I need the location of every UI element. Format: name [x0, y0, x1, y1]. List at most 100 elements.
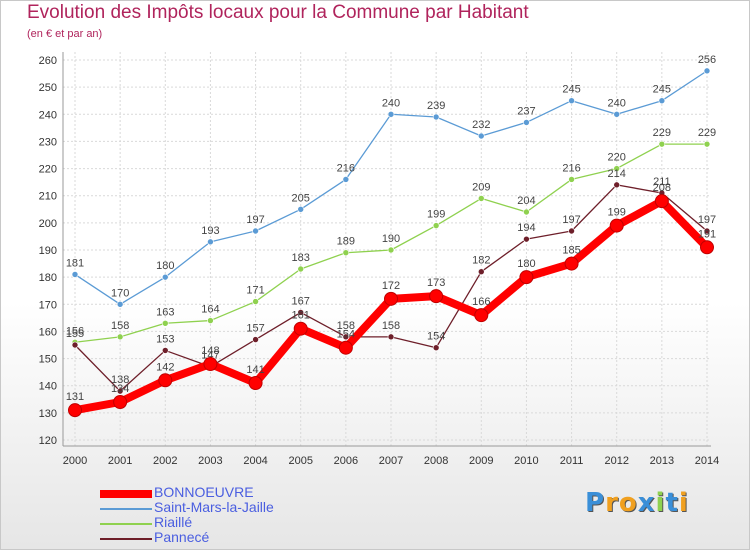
data-label-saint-mars-la-jaille: 197 — [246, 214, 264, 226]
data-label-pannec-: 197 — [562, 214, 580, 226]
data-point-pannec- — [432, 344, 440, 352]
data-point-saint-mars-la-jaille — [252, 227, 259, 235]
y-tick-label: 160 — [39, 326, 57, 338]
data-point-pannec- — [297, 309, 305, 316]
data-label-saint-mars-la-jaille: 245 — [562, 84, 580, 96]
data-label-bonnoeuvre: 161 — [292, 310, 310, 322]
data-point-bonnoeuvre — [113, 395, 128, 409]
x-tick-label: 2010 — [514, 455, 538, 467]
data-label-pannec-: 167 — [292, 295, 310, 307]
chart-title: Evolution des Impôts locaux pour la Comm… — [27, 2, 529, 23]
logo-letter: t — [665, 488, 679, 518]
data-label-saint-mars-la-jaille: 180 — [156, 260, 174, 272]
y-tick-label: 230 — [39, 136, 57, 148]
data-point-riaill- — [523, 208, 530, 216]
chart-subtitle: (en € et par an) — [27, 28, 103, 40]
data-point-bonnoeuvre — [248, 376, 263, 390]
y-tick-label: 170 — [39, 299, 57, 311]
data-label-bonnoeuvre: 208 — [653, 182, 671, 194]
data-point-riaill- — [613, 165, 621, 172]
x-tick-label: 2000 — [63, 455, 87, 467]
legend: BONNOEUVRE Saint-Mars-la-Jaille Riaillé Pan… — [100, 484, 400, 545]
data-label-pannec-: 194 — [517, 222, 535, 234]
y-tick-label: 120 — [39, 435, 57, 447]
data-point-saint-mars-la-jaille — [297, 205, 305, 213]
data-label-riaill-: 190 — [382, 233, 400, 245]
legend-swatch — [100, 538, 152, 540]
data-point-saint-mars-la-jaille — [432, 113, 440, 121]
data-label-riaill-: 229 — [698, 127, 716, 139]
data-label-bonnoeuvre: 148 — [201, 345, 219, 357]
data-point-saint-mars-la-jaille — [568, 97, 575, 105]
data-label-pannec-: 138 — [111, 374, 129, 386]
data-label-saint-mars-la-jaille: 205 — [292, 192, 310, 204]
data-label-saint-mars-la-jaille: 216 — [337, 162, 355, 174]
legend-swatch — [100, 508, 152, 510]
data-point-saint-mars-la-jaille — [477, 132, 485, 140]
data-label-bonnoeuvre: 131 — [66, 391, 84, 403]
data-label-riaill-: 156 — [66, 325, 84, 337]
data-point-riaill- — [116, 333, 124, 341]
data-label-bonnoeuvre: 173 — [427, 277, 445, 289]
x-tick-label: 2008 — [424, 455, 448, 467]
data-point-pannec- — [71, 341, 79, 349]
data-point-pannec- — [568, 227, 575, 235]
data-label-riaill-: 220 — [608, 152, 626, 164]
y-tick-label: 250 — [39, 82, 57, 94]
data-point-saint-mars-la-jaille — [116, 300, 124, 308]
data-point-bonnoeuvre — [68, 403, 82, 418]
legend-label: BONNOEUVRE — [154, 484, 254, 500]
legend-label: Riaillé — [154, 514, 193, 530]
logo-letter: o — [618, 488, 638, 518]
data-label-pannec-: 214 — [608, 168, 626, 180]
data-label-bonnoeuvre: 134 — [111, 383, 129, 395]
data-point-pannec- — [342, 333, 350, 341]
data-label-bonnoeuvre: 199 — [608, 207, 626, 219]
data-point-pannec- — [703, 227, 711, 235]
data-point-saint-mars-la-jaille — [207, 238, 214, 246]
data-point-bonnoeuvre — [429, 289, 444, 304]
data-point-riaill- — [658, 140, 666, 148]
data-point-pannec- — [116, 387, 124, 395]
data-label-saint-mars-la-jaille: 237 — [517, 105, 535, 117]
data-label-saint-mars-la-jaille: 240 — [608, 97, 626, 109]
y-tick-label: 200 — [39, 218, 57, 230]
data-point-saint-mars-la-jaille — [71, 271, 79, 278]
data-label-riaill-: 204 — [517, 195, 535, 207]
data-point-riaill- — [477, 195, 485, 202]
data-point-bonnoeuvre — [609, 218, 624, 233]
data-point-riaill- — [161, 319, 169, 327]
legend-label: Saint-Mars-la-Jaille — [154, 499, 274, 515]
data-point-riaill- — [207, 317, 214, 324]
logo-letter: x — [637, 488, 656, 518]
data-label-pannec-: 154 — [427, 331, 445, 343]
data-label-pannec-: 211 — [653, 176, 671, 188]
legend-label: Pannecé — [154, 529, 210, 545]
legend-swatch — [100, 490, 152, 498]
data-label-pannec-: 147 — [201, 350, 219, 362]
data-point-bonnoeuvre — [158, 373, 173, 388]
data-point-pannec- — [523, 235, 530, 243]
data-point-bonnoeuvre — [700, 240, 714, 255]
x-tick-label: 2009 — [469, 455, 493, 467]
data-point-saint-mars-la-jaille — [342, 176, 350, 183]
x-tick-label: 2006 — [334, 455, 358, 467]
data-point-bonnoeuvre — [384, 291, 398, 306]
data-label-riaill-: 229 — [653, 127, 671, 139]
data-label-riaill-: 199 — [427, 209, 445, 221]
data-label-riaill-: 209 — [472, 181, 490, 193]
x-tick-label: 2011 — [560, 455, 584, 467]
logo-letter: i — [655, 488, 666, 518]
data-point-riaill- — [703, 140, 711, 148]
x-tick-label: 2003 — [198, 455, 222, 467]
data-point-saint-mars-la-jaille — [161, 273, 169, 281]
data-label-bonnoeuvre: 191 — [698, 228, 716, 240]
x-tick-label: 2012 — [604, 455, 628, 467]
data-point-riaill- — [252, 298, 259, 305]
y-tick-label: 220 — [39, 164, 57, 176]
legend-item: Riaillé — [100, 514, 400, 530]
logo-letter: i — [678, 488, 689, 518]
data-point-riaill- — [568, 176, 575, 183]
data-label-saint-mars-la-jaille: 193 — [201, 225, 219, 237]
data-point-pannec- — [387, 333, 395, 341]
